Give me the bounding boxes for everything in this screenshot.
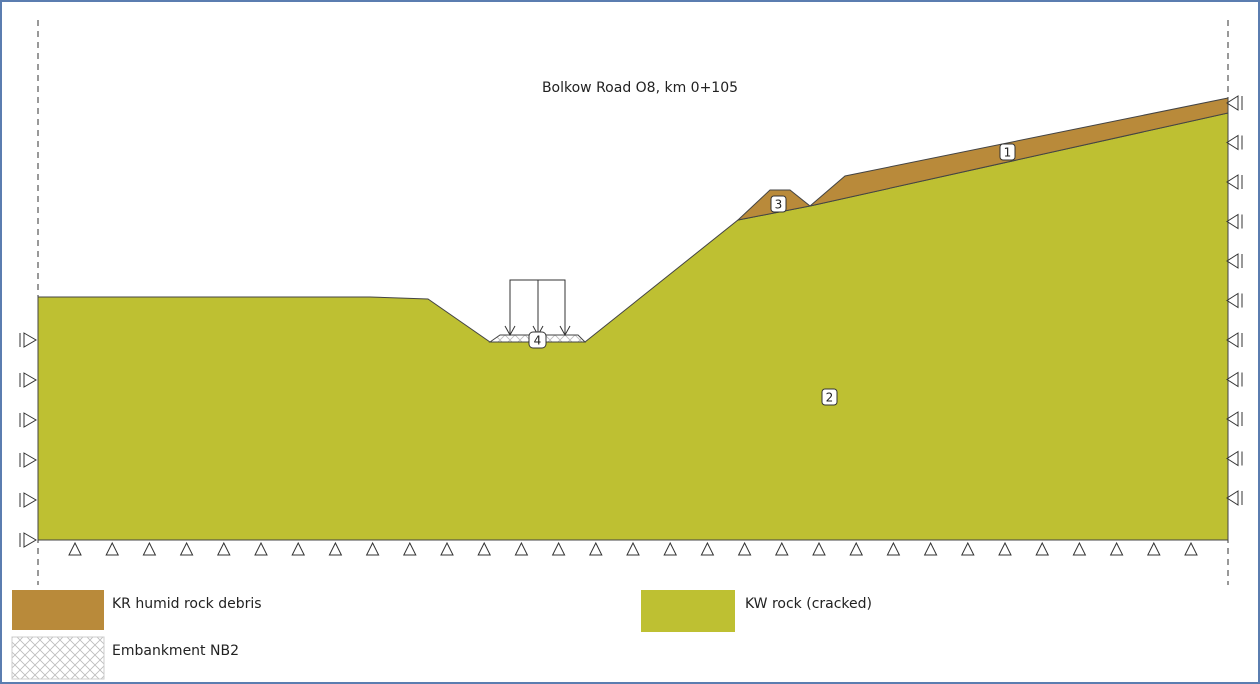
support bbox=[1072, 541, 1087, 556]
region-box bbox=[770, 195, 787, 213]
legend-label: KR humid rock debris bbox=[112, 596, 262, 612]
support bbox=[886, 541, 901, 556]
support bbox=[1226, 411, 1243, 427]
support bbox=[998, 541, 1012, 556]
region-label: 2 bbox=[826, 391, 834, 405]
support bbox=[960, 541, 975, 556]
debris-layer bbox=[809, 97, 1229, 207]
support bbox=[105, 541, 120, 556]
legend-label: KW rock (cracked) bbox=[745, 596, 872, 612]
region-box bbox=[528, 331, 547, 349]
support bbox=[1035, 541, 1050, 556]
support bbox=[663, 541, 678, 556]
region-label: 3 bbox=[775, 198, 783, 212]
support bbox=[1109, 541, 1124, 556]
support bbox=[19, 332, 37, 348]
support bbox=[514, 541, 529, 556]
support bbox=[19, 412, 37, 428]
support bbox=[1146, 541, 1161, 556]
support bbox=[328, 541, 343, 556]
support bbox=[923, 541, 938, 556]
legend-swatch bbox=[11, 636, 105, 680]
support bbox=[849, 541, 864, 556]
support bbox=[1184, 541, 1198, 556]
support bbox=[179, 541, 194, 556]
support bbox=[68, 541, 82, 556]
support bbox=[774, 541, 789, 556]
support bbox=[365, 541, 380, 556]
support bbox=[1226, 292, 1243, 309]
support bbox=[19, 532, 37, 548]
support bbox=[1226, 95, 1243, 111]
support bbox=[1226, 450, 1243, 467]
region-label: 4 bbox=[534, 334, 542, 348]
load bbox=[504, 279, 571, 337]
support bbox=[1226, 134, 1243, 151]
support bbox=[254, 541, 268, 556]
support bbox=[588, 541, 603, 556]
support bbox=[19, 372, 37, 388]
support bbox=[216, 541, 231, 556]
support bbox=[291, 541, 306, 556]
support bbox=[440, 541, 454, 556]
support bbox=[19, 452, 37, 468]
support bbox=[551, 541, 566, 556]
legend-swatch bbox=[12, 590, 104, 630]
support bbox=[1226, 371, 1243, 388]
support bbox=[142, 541, 157, 556]
support bbox=[700, 541, 715, 556]
support bbox=[1226, 253, 1243, 269]
title: Bolkow Road O8, km 0+105 bbox=[542, 80, 738, 96]
support bbox=[737, 541, 752, 556]
region-label: 1 bbox=[1004, 146, 1012, 160]
support bbox=[1226, 332, 1243, 348]
support bbox=[626, 541, 640, 556]
support bbox=[1226, 490, 1243, 506]
support bbox=[1226, 213, 1243, 230]
support bbox=[19, 492, 37, 508]
region-box bbox=[999, 143, 1016, 161]
supports bbox=[19, 95, 1243, 556]
legend-label: Embankment NB2 bbox=[112, 643, 239, 659]
support bbox=[477, 541, 492, 556]
support bbox=[1226, 174, 1243, 190]
legend-swatch bbox=[641, 590, 735, 632]
support bbox=[402, 541, 417, 556]
region-box bbox=[821, 388, 838, 406]
support bbox=[812, 541, 826, 556]
